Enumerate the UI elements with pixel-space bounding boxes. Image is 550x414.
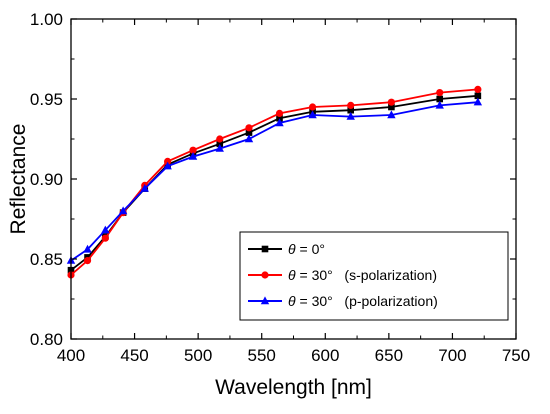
y-tick-label: 1.00 xyxy=(30,10,63,29)
axes: 400 450 500 550 600 650 700 750 0.80 0.85 0.90 0.95… xyxy=(30,10,530,365)
x-tick-label: 750 xyxy=(502,346,530,365)
data-point xyxy=(118,206,128,215)
data-point xyxy=(83,244,92,253)
data-point xyxy=(347,101,355,109)
legend-marker xyxy=(261,271,269,279)
data-point xyxy=(83,257,92,265)
x-tick-label: 500 xyxy=(184,346,212,365)
legend-text: = 30° (p-polarization) xyxy=(296,293,438,309)
x-tick-label: 600 xyxy=(311,346,339,365)
legend: θ = 0°θ = 30° (s-polarization)θ = 30° (p… xyxy=(239,231,509,321)
data-point xyxy=(163,161,172,170)
data-point xyxy=(164,157,172,165)
data-point xyxy=(101,234,109,242)
data-point xyxy=(436,95,444,103)
y-tick-label: 0.80 xyxy=(30,330,63,349)
series-theta-30-p xyxy=(66,97,483,264)
data-point xyxy=(387,98,395,106)
data-point xyxy=(275,109,284,117)
data-point xyxy=(245,124,253,132)
data-point xyxy=(308,103,317,111)
data-point xyxy=(216,135,224,143)
data-point xyxy=(188,152,198,160)
legend-label: θ = 0° xyxy=(288,241,325,257)
data-point xyxy=(308,110,317,119)
legend-text: = 0° xyxy=(296,241,325,257)
data-point xyxy=(189,146,197,154)
legend-item: θ = 30° (s-polarization) xyxy=(248,267,437,283)
data-point xyxy=(245,129,253,136)
legend-item: θ = 0° xyxy=(248,241,325,257)
x-tick-label: 550 xyxy=(248,346,276,365)
legend-box xyxy=(239,231,509,321)
legend-label: θ = 30° (s-polarization) xyxy=(288,267,437,283)
legend-label: θ = 30° (p-polarization) xyxy=(288,293,438,309)
legend-text: = 30° (s-polarization) xyxy=(296,267,437,283)
legend-marker xyxy=(261,245,269,253)
data-point xyxy=(346,112,355,120)
data-point xyxy=(347,106,355,114)
data-point xyxy=(276,114,283,122)
x-tick-label: 700 xyxy=(438,346,466,365)
data-point xyxy=(436,89,444,97)
plot-marks xyxy=(66,85,483,279)
data-point xyxy=(275,118,284,127)
y-tick-label: 0.85 xyxy=(30,250,63,269)
data-point xyxy=(387,110,396,119)
x-tick-label: 650 xyxy=(375,346,403,365)
legend-item: θ = 30° (p-polarization) xyxy=(248,293,438,309)
x-tick-label: 450 xyxy=(120,346,148,365)
legend-theta: θ xyxy=(288,293,296,309)
data-point xyxy=(215,144,224,152)
data-point xyxy=(216,140,224,148)
y-tick-label: 0.95 xyxy=(30,90,63,109)
legend-marker xyxy=(260,296,270,305)
data-point xyxy=(435,100,444,109)
data-point xyxy=(140,184,149,192)
data-point xyxy=(474,92,482,100)
legend-theta: θ xyxy=(288,267,296,283)
legend-theta: θ xyxy=(288,241,296,257)
data-point xyxy=(388,103,395,111)
x-tick-label: 400 xyxy=(57,346,85,365)
data-point xyxy=(101,225,110,234)
y-tick-label: 0.90 xyxy=(30,170,63,189)
y-axis-title: Reflectance xyxy=(7,124,30,235)
x-axis-title: Wavelength [nm] xyxy=(215,376,372,399)
data-point xyxy=(474,85,482,93)
data-point xyxy=(244,134,254,143)
data-point xyxy=(473,97,483,106)
